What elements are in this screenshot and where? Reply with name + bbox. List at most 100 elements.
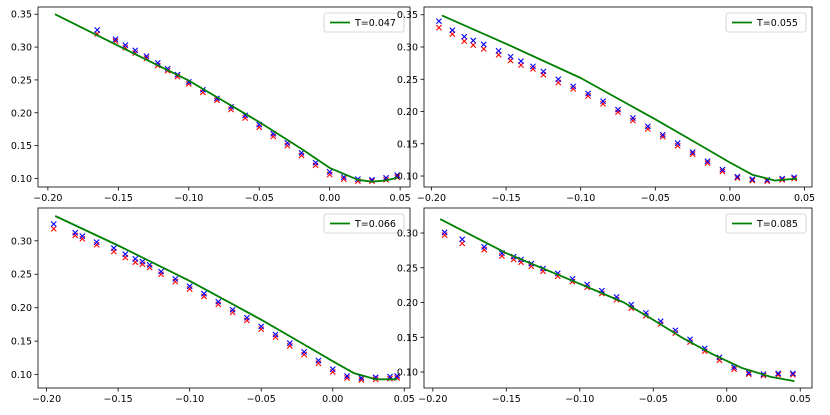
x-tick-label: −0.15 [104,394,133,405]
legend-label: T=0.066 [354,219,396,230]
x-marker [749,176,756,183]
legend-box [323,213,405,234]
x-tick-label: −0.15 [492,193,521,204]
x-marker [158,271,165,278]
x-marker [775,370,782,377]
x-marker [745,371,752,378]
x-marker [775,371,782,378]
x-marker [659,133,666,140]
x-marker [172,278,179,285]
subplot: −0.20 −0.15 −0.10 −0.05 0.00 0.05 0.10 0.15 0.20… [397,207,813,405]
x-marker [242,115,249,122]
y-tick-label: 0.10 [11,370,32,381]
x-marker [79,233,86,240]
x-marker [629,117,636,124]
y-tick-label: 0.30 [397,43,418,54]
x-marker [258,326,265,333]
x-marker [256,124,263,131]
x-marker [110,245,117,252]
x-marker [449,27,456,34]
x-marker [215,301,222,308]
x-marker [312,159,319,166]
scatter-series [50,221,401,381]
x-marker [480,45,487,52]
x-marker [139,261,146,268]
y-tick-label: 0.30 [397,229,418,240]
x-marker [50,221,57,228]
x-marker [394,372,401,379]
x-marker [301,348,308,355]
x-marker [315,357,322,364]
x-marker [615,106,621,113]
y-tick-label: 0.20 [11,303,32,314]
x-tick-label: 0.00 [719,193,740,204]
x-marker [112,36,119,43]
x-marker [518,58,524,65]
x-tick-label: −0.15 [104,193,133,204]
x-marker [719,168,726,175]
x-tick-label: −0.15 [492,394,521,405]
x-tick-label: 0.05 [390,193,411,204]
x-tick-label: −0.05 [641,193,670,204]
x-tick-label: −0.10 [174,193,203,204]
x-marker [719,166,726,173]
x-marker [122,42,129,49]
x-marker [229,309,236,316]
x-tick-label: −0.05 [245,193,274,204]
y-tick-label: 0.25 [11,270,32,281]
x-marker [789,370,796,377]
x-marker [459,236,466,243]
y-tick-label: 0.15 [11,141,32,152]
x-marker [629,114,636,121]
x-marker [734,173,741,180]
x-marker [186,283,193,290]
fit-line [54,13,398,183]
x-marker [344,374,351,381]
x-marker [326,168,333,175]
x-marker [481,243,488,250]
x-marker [615,109,621,116]
x-marker [394,172,401,179]
x-tick-label: 0.05 [394,394,415,405]
x-marker [435,24,442,31]
scatter-series [435,24,798,185]
x-marker [749,177,756,184]
scatter-series [94,30,401,185]
subplot: −0.20 −0.15 −0.10 −0.05 0.00 0.05 0.10 0.15 0.20… [11,6,411,204]
x-tick-label: 0.00 [716,394,737,405]
x-marker [704,160,711,167]
x-marker [441,229,448,236]
x-tick-label: 0.05 [790,394,811,405]
x-marker [644,125,651,132]
x-marker [674,142,681,149]
x-marker [139,258,146,265]
x-marker [229,306,236,313]
x-tick-label: −0.10 [175,394,204,405]
x-marker [215,298,222,305]
legend: T=0.047 [323,12,405,33]
y-tick-label: 0.35 [397,10,418,21]
x-tick-label: −0.05 [639,394,668,405]
fit-line [439,218,795,382]
legend: T=0.066 [323,213,405,234]
x-marker [674,140,681,147]
y-tick-label: 0.30 [11,236,32,247]
x-marker [507,53,514,60]
x-tick-label: −0.05 [247,394,276,405]
x-marker [326,171,333,178]
x-marker [644,123,651,130]
x-marker [340,176,347,183]
x-marker [689,149,696,156]
x-marker [243,317,250,324]
x-marker [315,360,322,367]
legend-label: T=0.085 [756,219,798,230]
x-marker [298,152,305,159]
legend: T=0.055 [725,12,807,33]
fit-line [54,215,398,381]
x-marker [158,268,165,275]
x-marker [585,90,592,97]
y-tick-label: 0.25 [11,75,32,86]
x-marker [570,85,577,92]
x-marker [731,366,738,373]
y-tick-label: 0.25 [397,75,418,86]
